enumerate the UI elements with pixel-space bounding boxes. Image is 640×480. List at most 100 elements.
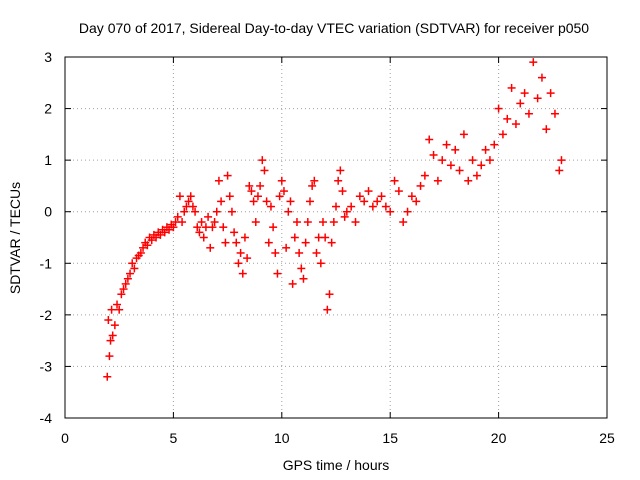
data-point — [312, 248, 321, 257]
data-point — [399, 218, 408, 227]
data-point — [323, 305, 332, 314]
data-point — [351, 218, 360, 227]
x-tick-label: 15 — [382, 430, 398, 446]
data-point — [485, 156, 494, 165]
data-point — [219, 223, 228, 232]
data-point — [175, 192, 184, 201]
data-point — [113, 300, 122, 309]
data-point — [355, 192, 364, 201]
data-point — [223, 171, 232, 180]
data-point — [546, 89, 555, 98]
data-point — [336, 166, 345, 175]
data-point — [420, 171, 429, 180]
data-point — [217, 197, 226, 206]
data-point — [256, 181, 265, 190]
y-tick-label: -4 — [40, 410, 53, 426]
data-point — [236, 248, 245, 257]
data-point — [271, 248, 280, 257]
x-tick-label: 5 — [170, 430, 178, 446]
data-point — [429, 150, 438, 159]
data-point — [490, 140, 499, 149]
data-point — [464, 176, 473, 185]
data-point — [516, 99, 525, 108]
data-point — [459, 130, 468, 139]
data-point — [193, 223, 202, 232]
data-point — [204, 212, 213, 221]
data-point — [238, 269, 247, 278]
data-point — [253, 192, 262, 201]
data-point — [282, 243, 291, 252]
data-point — [269, 223, 278, 232]
data-point — [197, 218, 206, 227]
data-point — [557, 156, 566, 165]
axis-ticks: 0 5 10 15 20 25 -4 -3 -2 -1 0 1 2 3 — [40, 49, 615, 446]
data-point — [338, 187, 347, 196]
plot-frame — [64, 56, 608, 419]
data-point — [290, 233, 299, 242]
data-point — [234, 259, 243, 268]
data-point — [188, 202, 197, 211]
data-point — [115, 305, 124, 314]
data-point — [123, 274, 132, 283]
data-point — [284, 207, 293, 216]
grid-layer — [65, 57, 607, 418]
data-point — [264, 238, 273, 247]
data-point — [297, 264, 306, 273]
data-point — [103, 372, 112, 381]
data-point — [310, 176, 319, 185]
data-point — [178, 218, 187, 227]
data-point — [412, 197, 421, 206]
data-point — [481, 145, 490, 154]
data-point — [308, 181, 317, 190]
data-point — [275, 192, 284, 201]
data-point — [156, 230, 165, 239]
data-point — [340, 212, 349, 221]
data-point — [390, 176, 399, 185]
data-point — [130, 264, 139, 273]
data-point — [143, 241, 152, 250]
data-point — [555, 166, 564, 175]
data-point — [446, 161, 455, 170]
data-point — [529, 58, 538, 67]
data-point — [292, 218, 301, 227]
data-point — [286, 197, 295, 206]
data-point — [455, 166, 464, 175]
data-point — [139, 243, 148, 252]
data-point — [542, 125, 551, 134]
data-point — [507, 83, 516, 92]
data-point — [184, 197, 193, 206]
y-tick-label: 2 — [44, 101, 52, 117]
data-point — [316, 259, 325, 268]
data-point — [468, 156, 477, 165]
data-point — [260, 166, 269, 175]
y-tick-label: -1 — [40, 255, 53, 271]
data-point — [377, 192, 386, 201]
data-point — [243, 254, 252, 263]
data-point — [325, 290, 334, 299]
y-tick-label: -2 — [40, 307, 53, 323]
data-point — [403, 207, 412, 216]
y-tick-label: -3 — [40, 358, 53, 374]
data-point — [195, 228, 204, 237]
data-point — [110, 321, 119, 330]
data-point — [126, 269, 135, 278]
data-point — [416, 181, 425, 190]
y-tick-label: 3 — [44, 49, 52, 65]
x-tick-label: 20 — [491, 430, 507, 446]
data-point — [173, 212, 182, 221]
data-point — [210, 218, 219, 227]
data-point — [206, 243, 215, 252]
data-point — [247, 187, 256, 196]
data-point — [249, 197, 258, 206]
data-point — [107, 305, 116, 314]
data-point — [199, 233, 208, 242]
data-point — [442, 140, 451, 149]
data-point — [494, 104, 503, 113]
data-point — [128, 259, 137, 268]
data-point — [227, 207, 236, 216]
data-point — [318, 218, 327, 227]
data-point — [472, 171, 481, 180]
data-point — [266, 202, 275, 211]
data-point — [165, 225, 174, 234]
data-point — [451, 145, 460, 154]
